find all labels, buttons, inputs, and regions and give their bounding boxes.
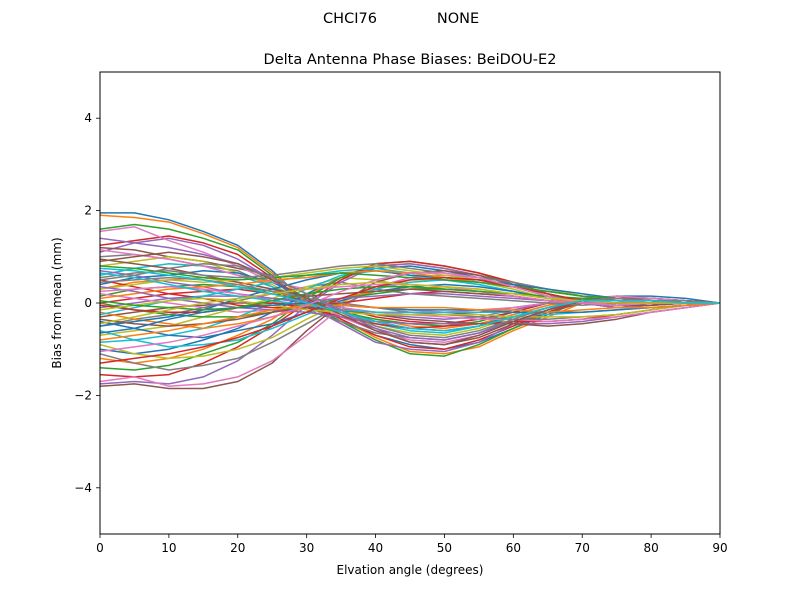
series-line-s58 xyxy=(100,262,720,339)
x-tick-label: 0 xyxy=(96,541,104,555)
series-line-s60 xyxy=(100,267,720,332)
x-tick-label: 50 xyxy=(437,541,452,555)
x-tick-label: 80 xyxy=(643,541,658,555)
chart-title: Delta Antenna Phase Biases: BeiDOU-E2 xyxy=(264,52,557,68)
series-line-s52 xyxy=(100,302,720,341)
station-label: CHCI76 xyxy=(323,11,377,27)
x-tick-label: 40 xyxy=(368,541,383,555)
y-tick-label: −4 xyxy=(74,481,92,495)
y-tick-label: 0 xyxy=(84,296,92,310)
x-tick-label: 30 xyxy=(299,541,314,555)
series-line-s51 xyxy=(100,302,720,334)
series-line-s59 xyxy=(100,281,720,325)
x-tick-label: 90 xyxy=(712,541,727,555)
x-tick-label: 10 xyxy=(161,541,176,555)
y-axis-label: Bias from mean (mm) xyxy=(50,237,64,368)
x-tick-label: 60 xyxy=(506,541,521,555)
series-group xyxy=(100,212,720,390)
series-line-s7 xyxy=(100,226,720,344)
x-tick-label: 20 xyxy=(230,541,245,555)
x-tick-label: 70 xyxy=(575,541,590,555)
y-tick-label: 4 xyxy=(84,111,92,125)
y-tick-label: 2 xyxy=(84,204,92,218)
series-line-s57 xyxy=(100,272,720,353)
y-tick-label: −2 xyxy=(74,388,92,402)
series-line-s49 xyxy=(100,297,720,318)
antenna-label: NONE xyxy=(437,11,479,27)
x-axis: 0 10 20 30 40 50 60 70 80 90 xyxy=(96,534,728,555)
x-axis-label: Elvation angle (degrees) xyxy=(337,563,484,577)
y-axis: −4 −2 0 2 4 xyxy=(74,111,100,495)
